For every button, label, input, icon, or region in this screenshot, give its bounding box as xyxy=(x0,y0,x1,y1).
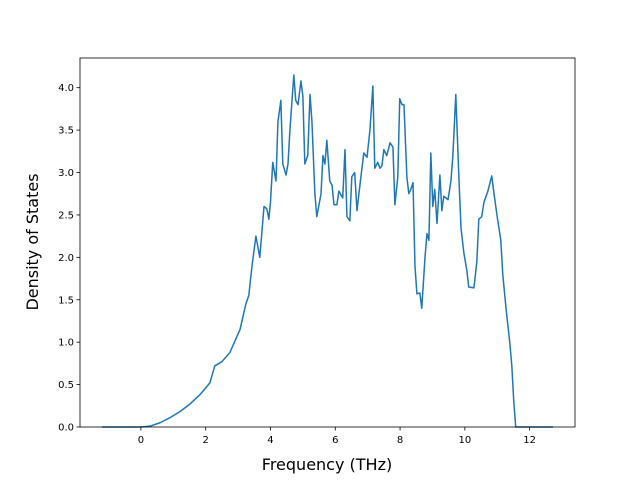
y-tick-label: 0.0 xyxy=(58,423,74,434)
x-tick-label: 4 xyxy=(267,435,273,446)
y-tick-label: 3.5 xyxy=(58,126,74,137)
data-line xyxy=(102,74,553,428)
y-tick-label: 1.5 xyxy=(58,295,74,306)
y-axis-label: Density of States xyxy=(23,173,42,310)
y-tick-label: 2.5 xyxy=(58,210,74,221)
y-tick-label: 1.0 xyxy=(58,338,74,349)
y-tick-label: 2.0 xyxy=(58,253,74,264)
y-tick-label: 3.0 xyxy=(58,168,74,179)
x-tick-label: 2 xyxy=(203,435,209,446)
x-tick-label: 8 xyxy=(397,435,403,446)
y-tick-label: 4.0 xyxy=(58,83,74,94)
axes-frame xyxy=(79,57,576,428)
x-tick-label: 10 xyxy=(458,435,471,446)
x-tick-label: 6 xyxy=(332,435,338,446)
x-axis-label: Frequency (THz) xyxy=(262,455,392,474)
y-tick-label: 0.5 xyxy=(58,380,74,391)
plot-area xyxy=(80,58,575,427)
x-tick-label: 0 xyxy=(138,435,144,446)
x-tick-label: 12 xyxy=(523,435,536,446)
